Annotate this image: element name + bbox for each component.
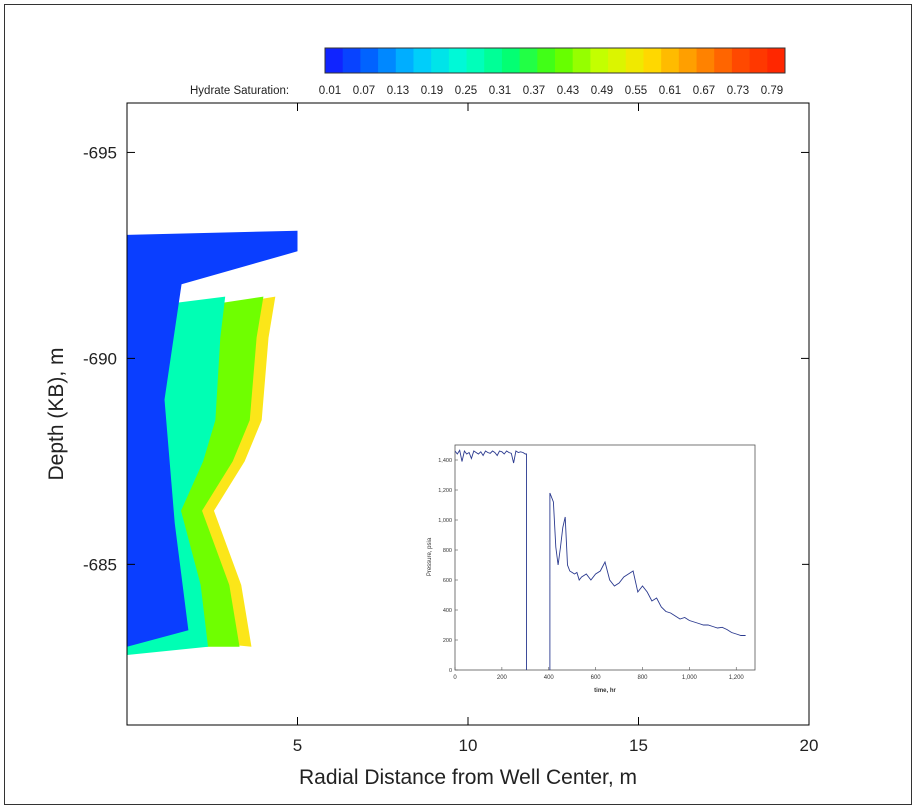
colorbar-tick-label: 0.55 [625,85,647,97]
colorbar-swatch [378,48,397,73]
colorbar-swatch [555,48,574,73]
inset-y-label: Pressure, psia [427,537,433,576]
colorbar-swatch [325,48,344,73]
colorbar-swatch [413,48,432,73]
inset-series [455,449,746,670]
colorbar-tick-label: 0.73 [727,85,749,97]
colorbar-tick-label: 0.61 [659,85,681,97]
x-axis-ticks: 5 10 15 20 [293,103,819,755]
inset-y-tick-label: 1,200 [438,488,452,494]
heatmap-features [127,230,298,655]
colorbar-tick-label: 0.01 [319,85,341,97]
colorbar-swatch [360,48,379,73]
colorbar-tick-label: 0.67 [693,85,715,97]
inset-y-tick-label: 800 [443,548,452,554]
colorbar-tick-labels: 0.01 0.07 0.13 0.19 0.25 0.31 0.37 0.43 0.49 0.55… [319,85,783,97]
colorbar-swatches [324,47,786,74]
inset-background [402,401,802,703]
x-tick-label: 5 [293,736,302,755]
inset-y-tick-label: 0 [449,668,452,674]
y-axis-ticks: -685 -690 -695 [83,143,809,574]
colorbar-swatch [590,48,609,73]
colorbar-swatch [731,48,751,73]
colorbar-swatch [519,48,538,73]
colorbar-tick-label: 0.37 [523,85,545,97]
colorbar-tick-label: 0.49 [591,85,613,97]
inset-x-tick-label: 400 [544,675,555,681]
colorbar-swatch [714,48,733,73]
inset-x-ticks: 0 200 400 600 800 1,000 1,200 [453,667,744,681]
inset-y-tick-label: 1,000 [438,518,452,524]
colorbar: Hydrate Saturation: 0.01 0.07 0.13 0.19 0.25… [190,47,786,97]
colorbar-tick-label: 0.19 [421,85,443,97]
inset-plot-border [454,444,756,671]
inset-y-tick-label: 600 [443,578,452,584]
x-tick-label: 20 [800,736,819,755]
x-axis-label: Radial Distance from Well Center, m [299,766,637,789]
inset-y-ticks: 0 200 400 600 800 1,000 1,200 1,400 [438,458,458,674]
y-axis-label: Depth (KB), m [45,347,68,480]
inset-y-tick-label: 400 [443,608,452,614]
colorbar-swatch [661,48,680,73]
inset-x-tick-label: 1,200 [729,675,745,681]
inset-x-tick-label: 200 [497,675,508,681]
colorbar-swatch [431,48,450,73]
colorbar-swatch [501,48,521,73]
inset-x-label: time, hr [594,688,616,694]
y-tick-label: -695 [83,143,117,162]
colorbar-tick-label: 0.79 [761,85,783,97]
inset-y-tick-label: 200 [443,638,452,644]
inset-x-tick-label: 0 [453,675,457,681]
low-saturation-zone [127,230,298,647]
x-tick-label: 15 [629,736,648,755]
colorbar-swatch [572,48,591,73]
colorbar-label: Hydrate Saturation: [190,85,289,97]
inset-pressure-line [455,449,527,670]
colorbar-swatch [767,48,786,73]
inset-pressure-line [549,492,746,670]
colorbar-tick-label: 0.31 [489,85,511,97]
colorbar-border [324,47,786,74]
colorbar-swatch [484,48,503,73]
inset-y-tick-label: 1,400 [438,458,452,464]
colorbar-swatch [696,48,715,73]
colorbar-swatch [749,48,768,73]
colorbar-swatch [537,48,556,73]
y-tick-label: -690 [83,349,117,368]
inset-x-tick-label: 1,000 [682,675,698,681]
colorbar-tick-label: 0.07 [353,85,375,97]
colorbar-swatch [625,48,644,73]
heatmap-plot: 5 10 15 20 -685 -690 -695 Radial Distance fro… [45,102,819,789]
colorbar-swatch [395,48,414,73]
colorbar-swatch [342,48,361,73]
colorbar-swatch [448,48,468,73]
colorbar-tick-label: 0.25 [455,85,477,97]
inset-x-tick-label: 600 [591,675,602,681]
x-tick-label: 10 [459,736,478,755]
colorbar-tick-label: 0.43 [557,85,579,97]
y-tick-label: -685 [83,555,117,574]
colorbar-swatch [466,48,485,73]
colorbar-swatch [643,48,662,73]
colorbar-swatch [608,48,627,73]
figure-frame [4,4,912,805]
colorbar-tick-label: 0.13 [387,85,409,97]
inset-chart: 0 200 400 600 800 1,000 1,200 0 200 400 600 800 1,0… [402,401,802,703]
colorbar-swatch [678,48,698,73]
inset-x-tick-label: 800 [637,675,648,681]
